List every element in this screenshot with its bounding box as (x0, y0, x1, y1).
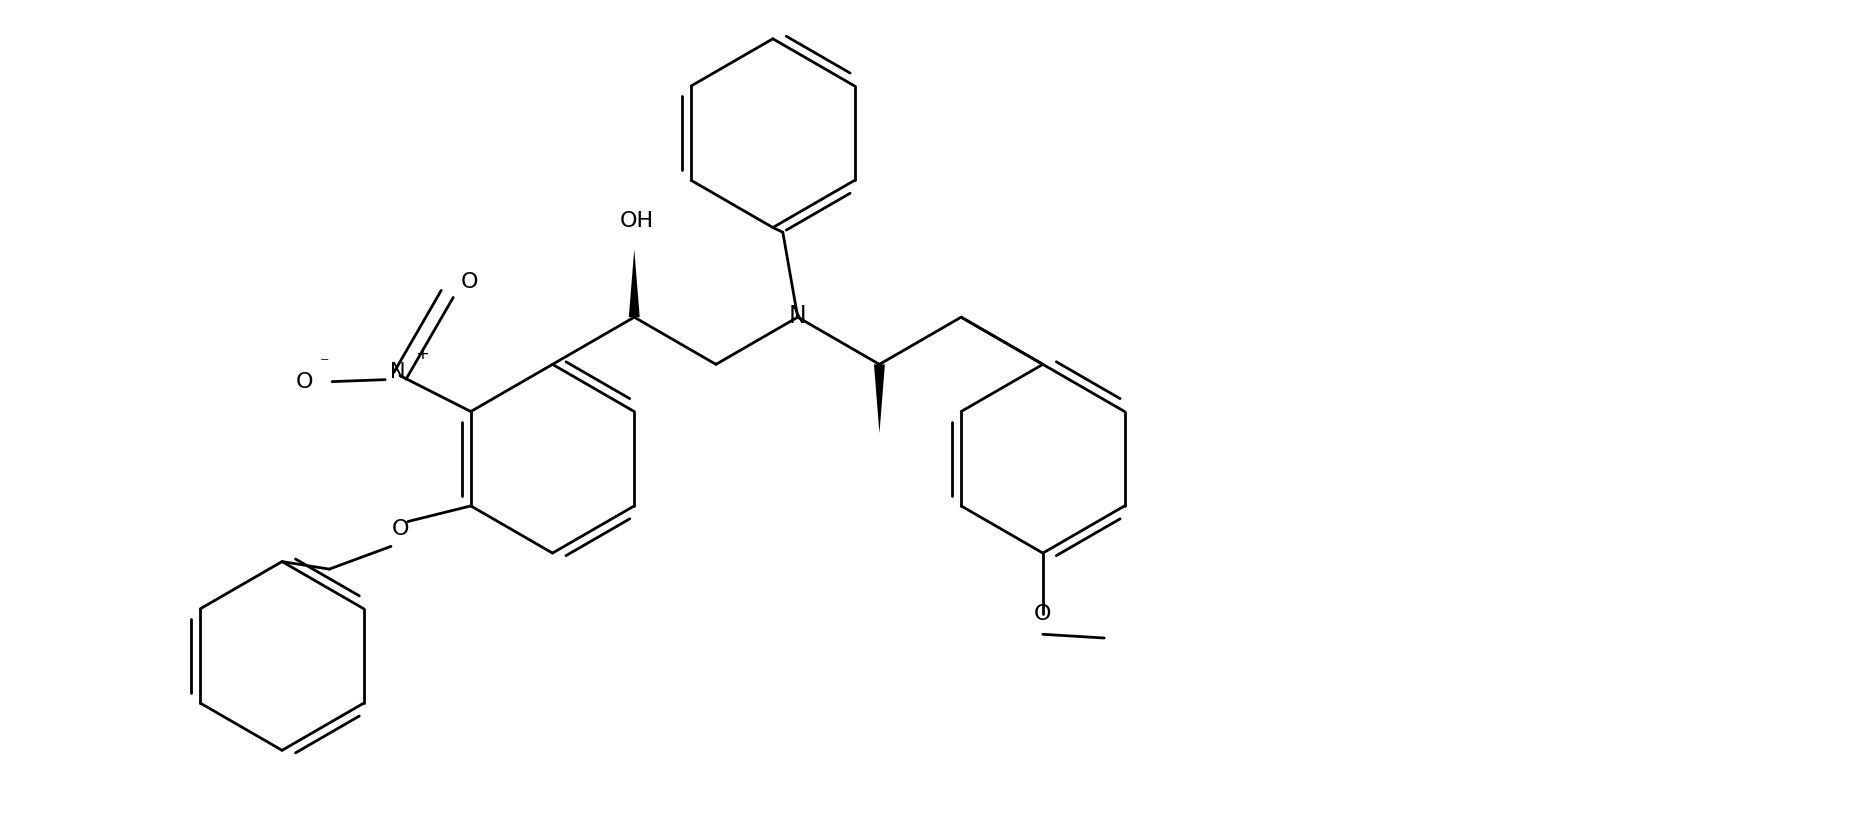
Text: OH: OH (619, 211, 655, 231)
Text: +: + (415, 344, 430, 363)
Text: N: N (789, 304, 807, 328)
Polygon shape (629, 249, 640, 317)
Text: O: O (296, 372, 312, 392)
Text: O: O (392, 520, 409, 540)
Text: O: O (459, 272, 478, 292)
Text: ⁻: ⁻ (320, 354, 329, 373)
Text: N: N (391, 362, 405, 382)
Text: O: O (1034, 605, 1051, 625)
Polygon shape (874, 364, 885, 434)
